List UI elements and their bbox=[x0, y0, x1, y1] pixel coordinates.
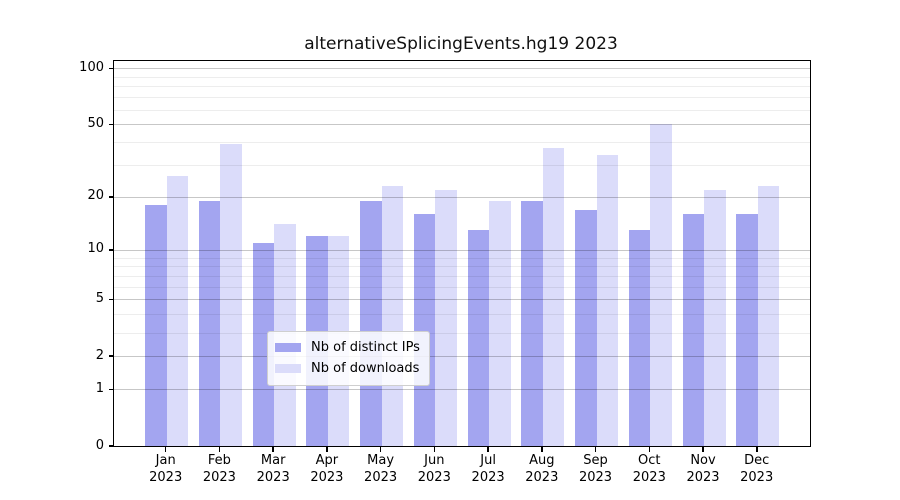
y-tick-label-5: 5 bbox=[95, 290, 104, 306]
x-tick-feb bbox=[218, 447, 221, 452]
legend-swatch-downloads bbox=[275, 364, 301, 373]
x-tick-label-nov: Nov 2023 bbox=[686, 453, 720, 485]
y-tick-label-2: 2 bbox=[95, 347, 104, 363]
bar-feb-distinct-ips bbox=[198, 200, 221, 446]
bar-feb-downloads bbox=[220, 144, 242, 446]
x-tick-jan bbox=[164, 447, 167, 452]
bar-nov-distinct-ips bbox=[682, 214, 704, 446]
y-tick-label-20: 20 bbox=[87, 188, 104, 204]
x-tick-label-jan: Jan 2023 bbox=[149, 453, 183, 485]
x-tick-label-feb: Feb 2023 bbox=[202, 453, 236, 485]
y-tick-0 bbox=[109, 445, 114, 447]
minor-gridline-6 bbox=[114, 286, 810, 288]
major-gridline-1 bbox=[114, 389, 810, 391]
minor-gridline-40 bbox=[114, 142, 810, 144]
bar-jul-downloads bbox=[489, 200, 511, 446]
major-gridline-50 bbox=[114, 124, 810, 126]
minor-gridline-7 bbox=[114, 275, 810, 277]
bar-jun-downloads bbox=[435, 189, 457, 446]
x-tick-label-dec: Dec 2023 bbox=[740, 453, 774, 485]
minor-gridline-3 bbox=[114, 332, 810, 334]
minor-gridline-8 bbox=[114, 266, 810, 268]
bar-sep-downloads bbox=[596, 155, 619, 446]
major-gridline-10 bbox=[114, 249, 810, 251]
major-gridline-20 bbox=[114, 196, 810, 198]
minor-gridline-60 bbox=[114, 109, 810, 111]
major-gridline-100 bbox=[114, 68, 810, 70]
y-tick-1 bbox=[109, 388, 114, 390]
x-tick-jun bbox=[433, 447, 436, 452]
bar-sep-distinct-ips bbox=[575, 209, 597, 446]
bar-jun-distinct-ips bbox=[413, 214, 436, 446]
bar-jul-distinct-ips bbox=[467, 230, 490, 446]
y-tick-5 bbox=[109, 298, 114, 301]
bar-jan-distinct-ips bbox=[145, 205, 167, 446]
bar-may-downloads bbox=[381, 186, 404, 446]
bar-aug-downloads bbox=[542, 148, 565, 446]
x-tick-aug bbox=[541, 447, 543, 452]
y-tick-50 bbox=[109, 123, 114, 125]
bar-aug-distinct-ips bbox=[521, 200, 543, 446]
y-tick-label-10: 10 bbox=[87, 241, 104, 257]
minor-gridline-4 bbox=[114, 314, 810, 316]
bar-may-distinct-ips bbox=[360, 200, 382, 446]
y-tick-20 bbox=[109, 196, 114, 198]
major-gridline-2 bbox=[114, 356, 810, 358]
legend: Nb of distinct IPs Nb of downloads bbox=[267, 331, 430, 386]
plot-area bbox=[113, 60, 811, 447]
x-tick-label-mar: Mar 2023 bbox=[256, 453, 290, 485]
x-tick-oct bbox=[648, 447, 650, 452]
major-gridline-5 bbox=[114, 299, 810, 301]
bar-mar-distinct-ips bbox=[252, 242, 275, 446]
legend-item-distinct-ips: Nb of distinct IPs bbox=[275, 337, 420, 358]
x-tick-mar bbox=[272, 447, 274, 452]
x-tick-nov bbox=[702, 447, 704, 452]
x-tick-apr bbox=[326, 447, 328, 452]
y-tick-label-100: 100 bbox=[79, 59, 104, 75]
legend-swatch-distinct-ips bbox=[275, 343, 301, 352]
legend-label-downloads: Nb of downloads bbox=[311, 361, 420, 376]
bar-jan-downloads bbox=[166, 176, 189, 446]
chart-title: alternativeSplicingEvents.hg19 2023 bbox=[304, 34, 618, 54]
bar-oct-distinct-ips bbox=[628, 230, 651, 446]
x-tick-label-apr: Apr 2023 bbox=[310, 453, 344, 485]
legend-item-downloads: Nb of downloads bbox=[275, 358, 420, 379]
legend-label-distinct-ips: Nb of distinct IPs bbox=[311, 340, 420, 355]
x-tick-jul bbox=[487, 447, 489, 452]
x-tick-label-jul: Jul 2023 bbox=[471, 453, 505, 485]
x-tick-may bbox=[379, 447, 382, 452]
minor-gridline-80 bbox=[114, 86, 810, 88]
minor-gridline-9 bbox=[114, 257, 810, 259]
y-tick-2 bbox=[109, 355, 114, 357]
minor-gridline-90 bbox=[114, 76, 810, 78]
x-tick-label-may: May 2023 bbox=[364, 453, 398, 485]
y-tick-label-1: 1 bbox=[95, 380, 104, 396]
bar-dec-downloads bbox=[757, 186, 780, 446]
x-tick-label-sep: Sep 2023 bbox=[578, 453, 613, 485]
x-tick-dec bbox=[756, 447, 758, 452]
x-tick-label-oct: Oct 2023 bbox=[632, 453, 666, 485]
y-tick-label-0: 0 bbox=[95, 437, 104, 453]
bar-dec-distinct-ips bbox=[736, 214, 758, 446]
y-tick-10 bbox=[109, 249, 114, 251]
minor-gridline-70 bbox=[114, 97, 810, 99]
bar-nov-downloads bbox=[704, 189, 726, 446]
x-tick-label-jun: Jun 2023 bbox=[417, 453, 451, 485]
bar-oct-downloads bbox=[650, 124, 672, 446]
minor-gridline-30 bbox=[114, 165, 810, 166]
y-tick-label-50: 50 bbox=[87, 115, 104, 131]
x-tick-sep bbox=[594, 447, 597, 452]
x-tick-label-aug: Aug 2023 bbox=[525, 453, 559, 485]
y-tick-100 bbox=[109, 67, 114, 70]
